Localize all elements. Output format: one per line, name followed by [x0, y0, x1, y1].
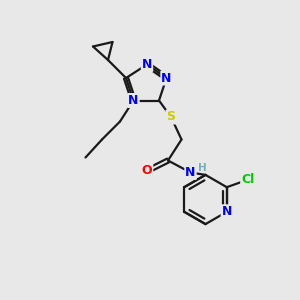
Text: N: N: [142, 58, 152, 71]
Text: N: N: [185, 166, 196, 179]
Text: N: N: [222, 205, 232, 218]
Text: H: H: [197, 163, 206, 173]
Text: N: N: [128, 94, 139, 107]
Text: Cl: Cl: [241, 173, 254, 186]
Text: S: S: [167, 110, 176, 124]
Text: O: O: [142, 164, 152, 178]
Text: N: N: [161, 71, 172, 85]
